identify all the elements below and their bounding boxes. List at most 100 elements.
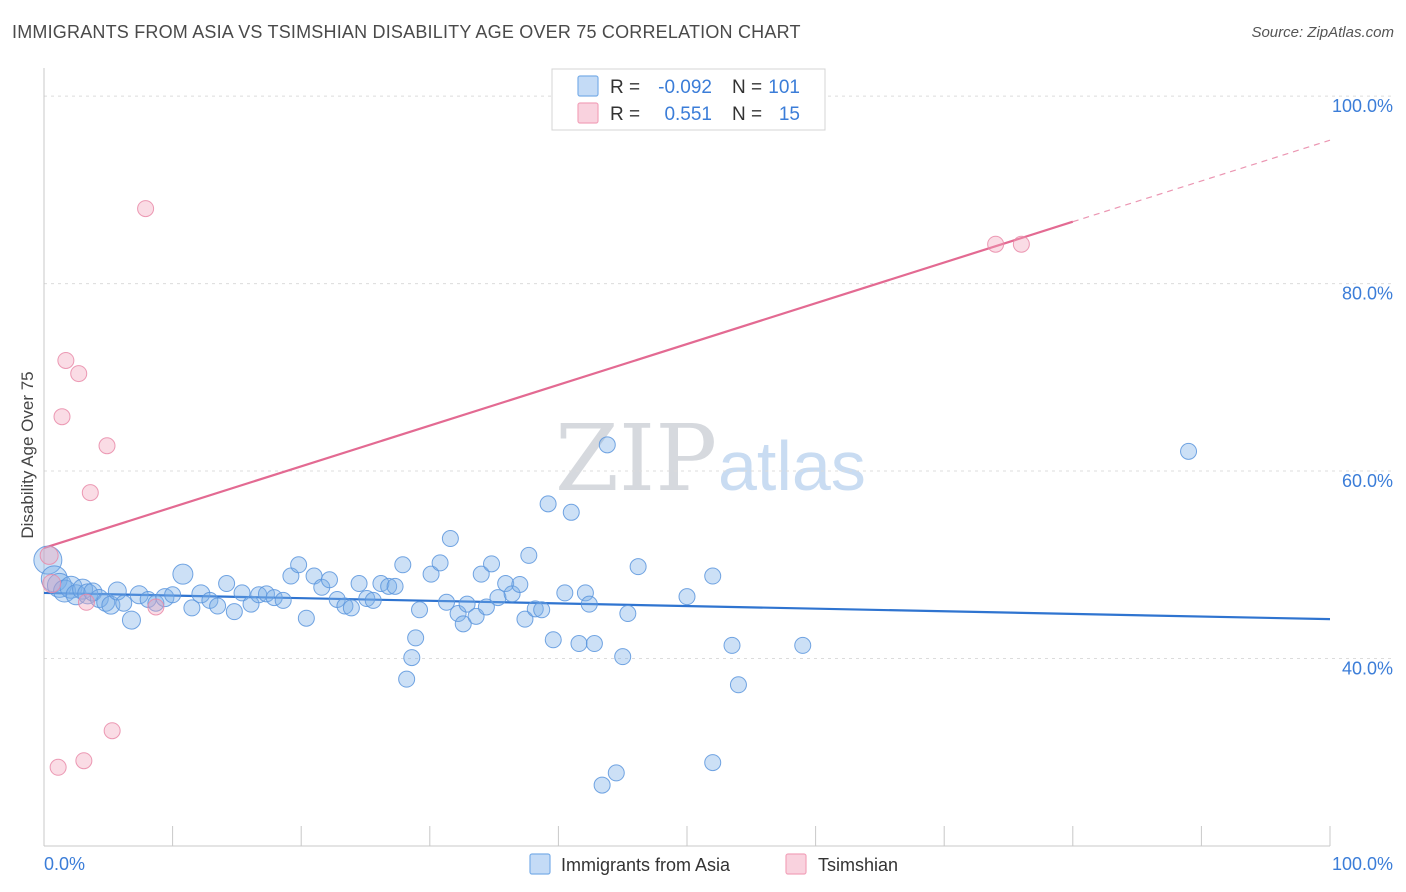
- point-asia: [704, 567, 722, 585]
- point-asia: [454, 615, 472, 633]
- point-asia: [477, 598, 495, 616]
- series-swatch-asia: [529, 853, 551, 875]
- point-asia: [516, 610, 534, 628]
- y-axis-label: Disability Age Over 75: [18, 371, 37, 538]
- y-tick-label: 60.0%: [1342, 471, 1393, 491]
- point-asia: [121, 610, 141, 630]
- trend-lines: [43, 139, 1331, 621]
- legend-r-value-asia: -0.092: [658, 77, 712, 98]
- point-asia: [472, 565, 490, 583]
- point-asia: [290, 556, 308, 574]
- x-tick-label-min: 0.0%: [44, 854, 85, 874]
- point-tsimshian: [53, 408, 71, 426]
- series-legend: Immigrants from Asia Tsimshian: [529, 853, 898, 875]
- point-asia: [729, 676, 747, 694]
- series-swatch-tsimshian: [785, 853, 807, 875]
- point-tsimshian: [57, 351, 75, 369]
- point-asia: [441, 530, 459, 548]
- point-asia: [191, 584, 211, 604]
- point-tsimshian: [49, 758, 67, 776]
- point-asia: [449, 605, 467, 623]
- legend-swatch-tsimshian: [577, 102, 599, 124]
- point-asia: [704, 754, 722, 772]
- point-tsimshian: [77, 593, 95, 611]
- point-asia: [225, 603, 243, 621]
- point-asia: [539, 495, 557, 513]
- legend-r-label-asia: R =: [610, 77, 640, 98]
- point-tsimshian: [42, 574, 62, 594]
- point-tsimshian: [987, 235, 1005, 253]
- point-asia: [1180, 442, 1198, 460]
- point-asia: [350, 575, 368, 593]
- point-asia: [438, 593, 456, 611]
- point-asia: [77, 583, 99, 605]
- point-asia: [164, 586, 182, 604]
- point-asia: [209, 597, 227, 615]
- point-asia: [336, 597, 354, 615]
- point-asia: [183, 599, 201, 617]
- point-asia: [520, 546, 538, 564]
- point-asia: [593, 776, 611, 794]
- point-asia: [172, 563, 194, 585]
- legend-r-value-tsimshian: 0.551: [664, 104, 712, 125]
- point-tsimshian: [70, 365, 88, 383]
- point-asia: [96, 592, 116, 612]
- legend-n-label-tsimshian: N =: [732, 104, 762, 125]
- legend-swatch-asia: [577, 75, 599, 97]
- y-tick-labels: 40.0% 60.0% 80.0% 100.0%: [1332, 96, 1393, 678]
- point-asia: [619, 605, 637, 623]
- point-asia: [794, 636, 812, 654]
- trend-line: [43, 220, 1074, 549]
- point-tsimshian: [147, 598, 165, 616]
- point-asia: [342, 599, 360, 617]
- point-asia: [364, 591, 382, 609]
- point-asia: [497, 575, 515, 593]
- point-asia: [526, 600, 544, 618]
- point-asia: [297, 609, 315, 627]
- y-tick-label: 100.0%: [1332, 96, 1393, 116]
- point-asia: [411, 601, 429, 619]
- point-asia: [483, 555, 501, 573]
- point-asia: [570, 635, 588, 653]
- point-asia: [403, 649, 421, 667]
- data-points: [33, 200, 1198, 794]
- point-asia: [544, 631, 562, 649]
- point-tsimshian: [137, 200, 155, 218]
- y-tick-label: 80.0%: [1342, 284, 1393, 304]
- legend-n-value-tsimshian: 15: [779, 104, 800, 125]
- x-ticks: [43, 826, 1331, 846]
- series-label-tsimshian: Tsimshian: [818, 855, 898, 875]
- x-tick-label-max: 100.0%: [1332, 854, 1393, 874]
- point-tsimshian: [81, 484, 99, 502]
- point-tsimshian: [1012, 235, 1030, 253]
- point-asia: [458, 595, 476, 613]
- legend-r-label-tsimshian: R =: [610, 104, 640, 125]
- point-asia: [320, 571, 338, 589]
- point-asia: [358, 590, 376, 608]
- point-tsimshian: [98, 437, 116, 455]
- point-asia: [607, 764, 625, 782]
- point-asia: [598, 436, 616, 454]
- watermark-atlas: atlas: [718, 427, 866, 505]
- point-asia: [407, 629, 425, 647]
- point-asia: [233, 584, 251, 602]
- point-asia: [394, 556, 412, 574]
- point-asia: [576, 584, 594, 602]
- point-asia: [101, 595, 121, 615]
- point-asia: [274, 591, 292, 609]
- legend-n-value-asia: 101: [768, 77, 800, 98]
- point-tsimshian: [75, 752, 93, 770]
- point-asia: [386, 577, 404, 595]
- trend-line: [43, 591, 1331, 621]
- point-asia: [562, 503, 580, 521]
- point-asia: [678, 588, 696, 606]
- point-asia: [257, 585, 275, 603]
- point-asia: [398, 670, 416, 688]
- point-asia: [129, 585, 149, 605]
- point-tsimshian: [39, 545, 59, 565]
- point-asia: [422, 565, 440, 583]
- watermark-zip: ZIP: [555, 405, 717, 512]
- chart-title: IMMIGRANTS FROM ASIA VS TSIMSHIAN DISABI…: [12, 22, 801, 42]
- point-asia: [723, 636, 741, 654]
